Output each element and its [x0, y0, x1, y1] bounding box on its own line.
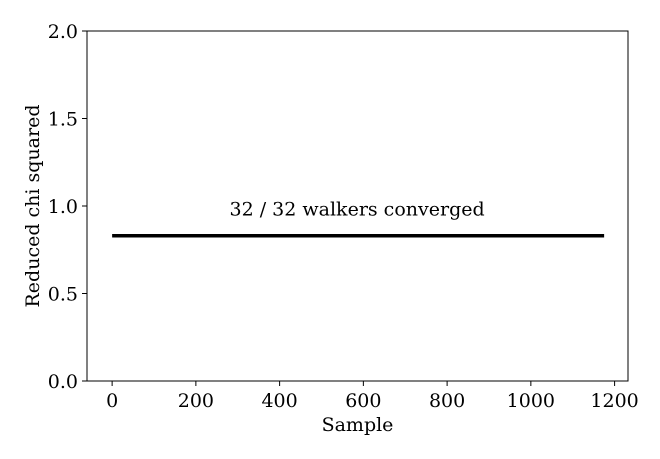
y-tick-label: 2.0	[48, 21, 78, 43]
y-tick-label: 1.0	[48, 196, 78, 218]
x-axis: 0 200 400 600 800 1000 1200	[106, 381, 639, 412]
x-tick-label: 0	[106, 390, 118, 412]
x-axis-label: Sample	[322, 414, 394, 436]
y-axis: 0.0 0.5 1.0 1.5 2.0	[48, 21, 87, 393]
x-tick-label: 400	[261, 390, 297, 412]
x-tick-label: 800	[429, 390, 465, 412]
x-tick-label: 200	[178, 390, 214, 412]
annotation-text: 32 / 32 walkers converged	[230, 199, 485, 221]
y-tick-label: 0.0	[48, 371, 78, 393]
x-tick-label: 600	[345, 390, 381, 412]
x-tick-label: 1200	[590, 390, 638, 412]
x-tick-label: 1000	[507, 390, 555, 412]
y-tick-label: 1.5	[48, 109, 78, 131]
y-axis-label: Reduced chi squared	[22, 105, 44, 308]
y-tick-label: 0.5	[48, 284, 78, 306]
